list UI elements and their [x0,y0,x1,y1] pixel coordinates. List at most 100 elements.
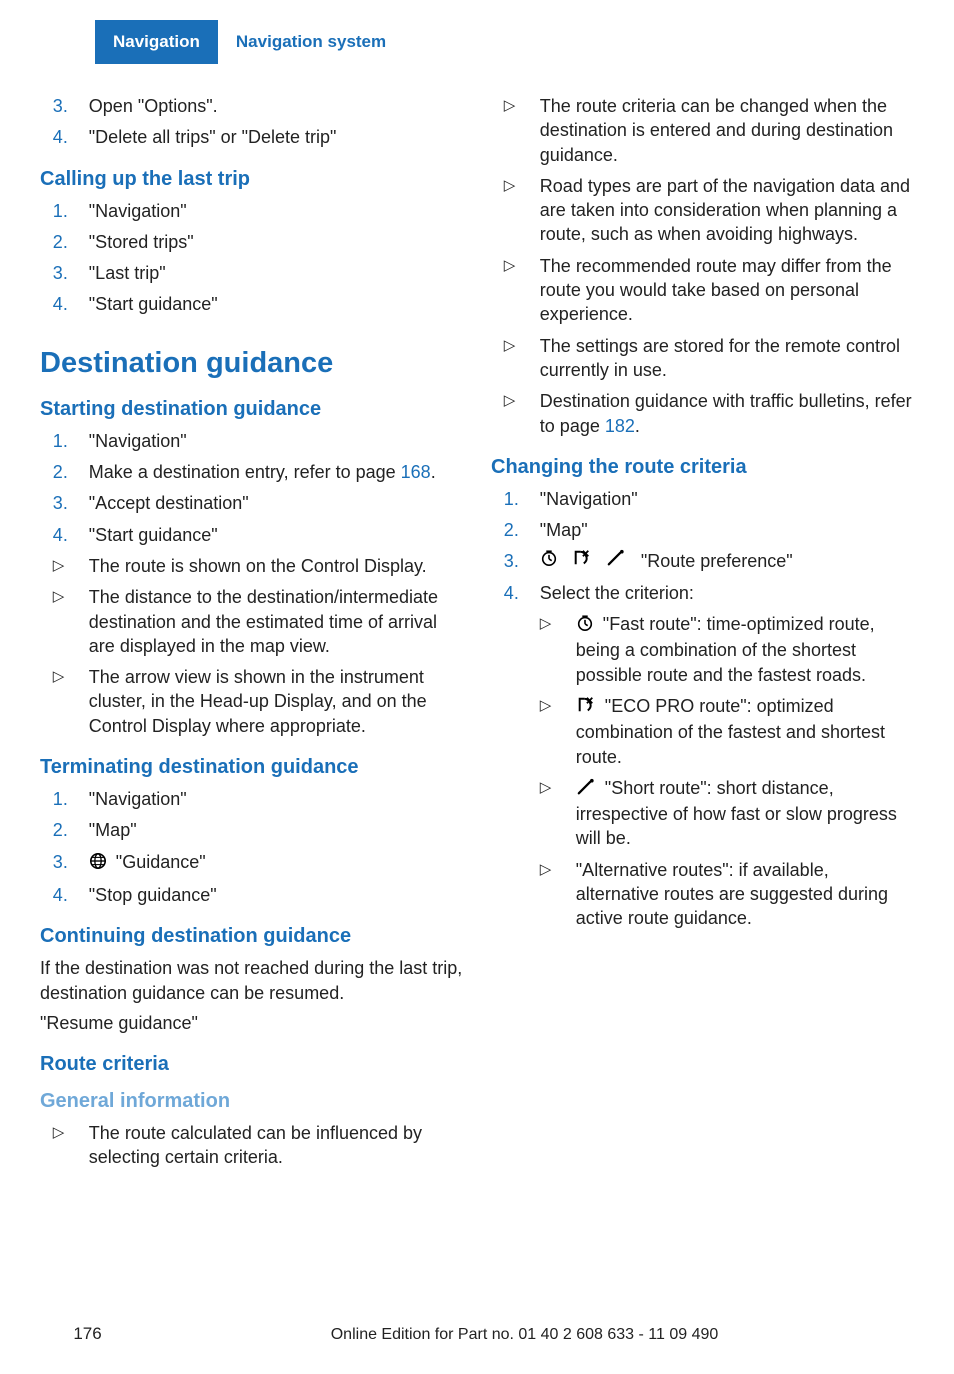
paragraph: If the destination was not reached durin… [40,956,463,1005]
clock-icon [576,614,594,638]
clock-icon [540,549,558,573]
criteria-bullets: The route criteria can be changed when t… [504,94,914,438]
list-item: Make a destination entry, refer to page … [53,460,463,484]
right-column: The route criteria can be changed when t… [491,94,914,1177]
page: Navigation Navigation system Open "Optio… [0,20,954,1374]
list-text: The arrow view is shown in the instrumen… [89,665,463,738]
list-item: "Map" [504,518,914,542]
list-text: "Guidance" [89,850,463,876]
heading-route-criteria: Route criteria [40,1053,463,1076]
list-item: The distance to the destination/intermed… [53,585,463,658]
list-text: "Map" [89,818,463,842]
list-item: "Navigation" [53,787,463,811]
list-item: "Stop guidance" [53,883,463,907]
list-text: "Accept destination" [89,491,463,515]
heading-continuing-guidance: Continuing destination guidance [40,925,463,948]
text-part: "ECO PRO route": optimized combination o… [576,696,885,767]
page-number: 176 [40,1324,135,1344]
list-text: "Delete all trips" or "Delete trip" [89,125,463,149]
page-ref-link[interactable]: 168 [401,462,431,482]
list-item: The route criteria can be changed when t… [504,94,914,167]
eco-icon [572,549,592,573]
list-item: "Start guidance" [53,523,463,547]
tab-navigation-system: Navigation system [218,20,404,64]
changing-list: "Navigation" "Map" "Route preference" Se… [504,487,914,938]
list-item: "Accept destination" [53,491,463,515]
list-text: "Navigation" [89,787,463,811]
list-text: The recommended route may differ from th… [540,254,914,327]
list-item: "Start guidance" [53,292,463,316]
list-item: "Navigation" [504,487,914,511]
heading-destination-guidance: Destination guidance [40,347,463,380]
header: Navigation Navigation system [0,20,954,64]
eco-icon [576,696,596,720]
list-text: The route is shown on the Control Displa… [89,554,463,578]
text-part: Make a destination entry, refer to page [89,462,401,482]
list-item: The recommended route may differ from th… [504,254,914,327]
heading-starting-guidance: Starting destination guidance [40,398,463,421]
heading-general-info: General information [40,1090,463,1113]
list-item: "Guidance" [53,850,463,876]
list-text: "Fast route": time-optimized route, bein… [576,612,914,687]
list-item: Destination guidance with traffic bullet… [504,389,914,438]
list-text: Open "Options". [89,94,463,118]
list-item: "Navigation" [53,429,463,453]
list-item: The arrow view is shown in the instrumen… [53,665,463,738]
list-text: "Start guidance" [89,292,463,316]
short-route-icon [576,778,596,802]
starting-list: "Navigation" Make a destination entry, r… [53,429,463,547]
criterion-bullets: "Fast route": time-optimized route, bein… [540,612,914,931]
footer-text: Online Edition for Part no. 01 40 2 608 … [135,1326,914,1344]
list-text: Road types are part of the navigation da… [540,174,914,247]
list-item: The route is shown on the Control Displa… [53,554,463,578]
list-text: The distance to the destination/intermed… [89,585,463,658]
short-route-icon [606,549,626,573]
intro-list: Open "Options". "Delete all trips" or "D… [53,94,463,150]
heading-calling-last-trip: Calling up the last trip [40,168,463,191]
list-item: "Stored trips" [53,230,463,254]
list-text: "Short route": short distance, irrespect… [576,776,914,851]
content-columns: Open "Options". "Delete all trips" or "D… [0,64,954,1177]
text-part: "Fast route": time-optimized route, bein… [576,614,875,685]
starting-bullets: The route is shown on the Control Displa… [53,554,463,738]
text-part: . [431,462,436,482]
list-text: Make a destination entry, refer to page … [89,460,463,484]
list-text: The settings are stored for the remote c… [540,334,914,383]
list-text: "Navigation" [89,199,463,223]
text-part: . [635,416,640,436]
list-item: Road types are part of the navigation da… [504,174,914,247]
text-part: Destination guidance with traffic bullet… [540,391,912,435]
list-text: "Navigation" [540,487,914,511]
terminating-list: "Navigation" "Map" "Guidance" "Stop guid… [53,787,463,907]
text-part: "Short route": short distance, irrespect… [576,778,897,849]
list-item: "Map" [53,818,463,842]
list-item: "Alternative routes": if available, alte… [540,858,914,931]
tab-navigation: Navigation [95,20,218,64]
route-icons [540,549,630,573]
list-text: "Route preference" [540,549,914,573]
list-item: "Fast route": time-optimized route, bein… [540,612,914,687]
list-text: "Last trip" [89,261,463,285]
list-item: "Last trip" [53,261,463,285]
list-item: The settings are stored for the remote c… [504,334,914,383]
list-item: Open "Options". [53,94,463,118]
list-text: The route calculated can be influenced b… [89,1121,463,1170]
list-item: "ECO PRO route": optimized combination o… [540,694,914,769]
general-bullets: The route calculated can be influenced b… [53,1121,463,1170]
paragraph: "Resume guidance" [40,1011,463,1035]
list-item: "Short route": short distance, irrespect… [540,776,914,851]
page-ref-link[interactable]: 182 [605,416,635,436]
list-text: "Stop guidance" [89,883,463,907]
list-item: Select the criterion: "Fast route": time… [504,581,914,938]
list-text: Select the criterion: "Fast route": time… [540,581,914,938]
list-text: "Navigation" [89,429,463,453]
text-part: "Route preference" [641,551,793,571]
left-column: Open "Options". "Delete all trips" or "D… [40,94,463,1177]
list-item: "Delete all trips" or "Delete trip" [53,125,463,149]
heading-changing-criteria: Changing the route criteria [491,456,914,479]
list-item: "Route preference" [504,549,914,573]
text-part: "Guidance" [111,852,206,872]
list-item: "Navigation" [53,199,463,223]
list-text: "Map" [540,518,914,542]
list-text: "Alternative routes": if available, alte… [576,858,914,931]
